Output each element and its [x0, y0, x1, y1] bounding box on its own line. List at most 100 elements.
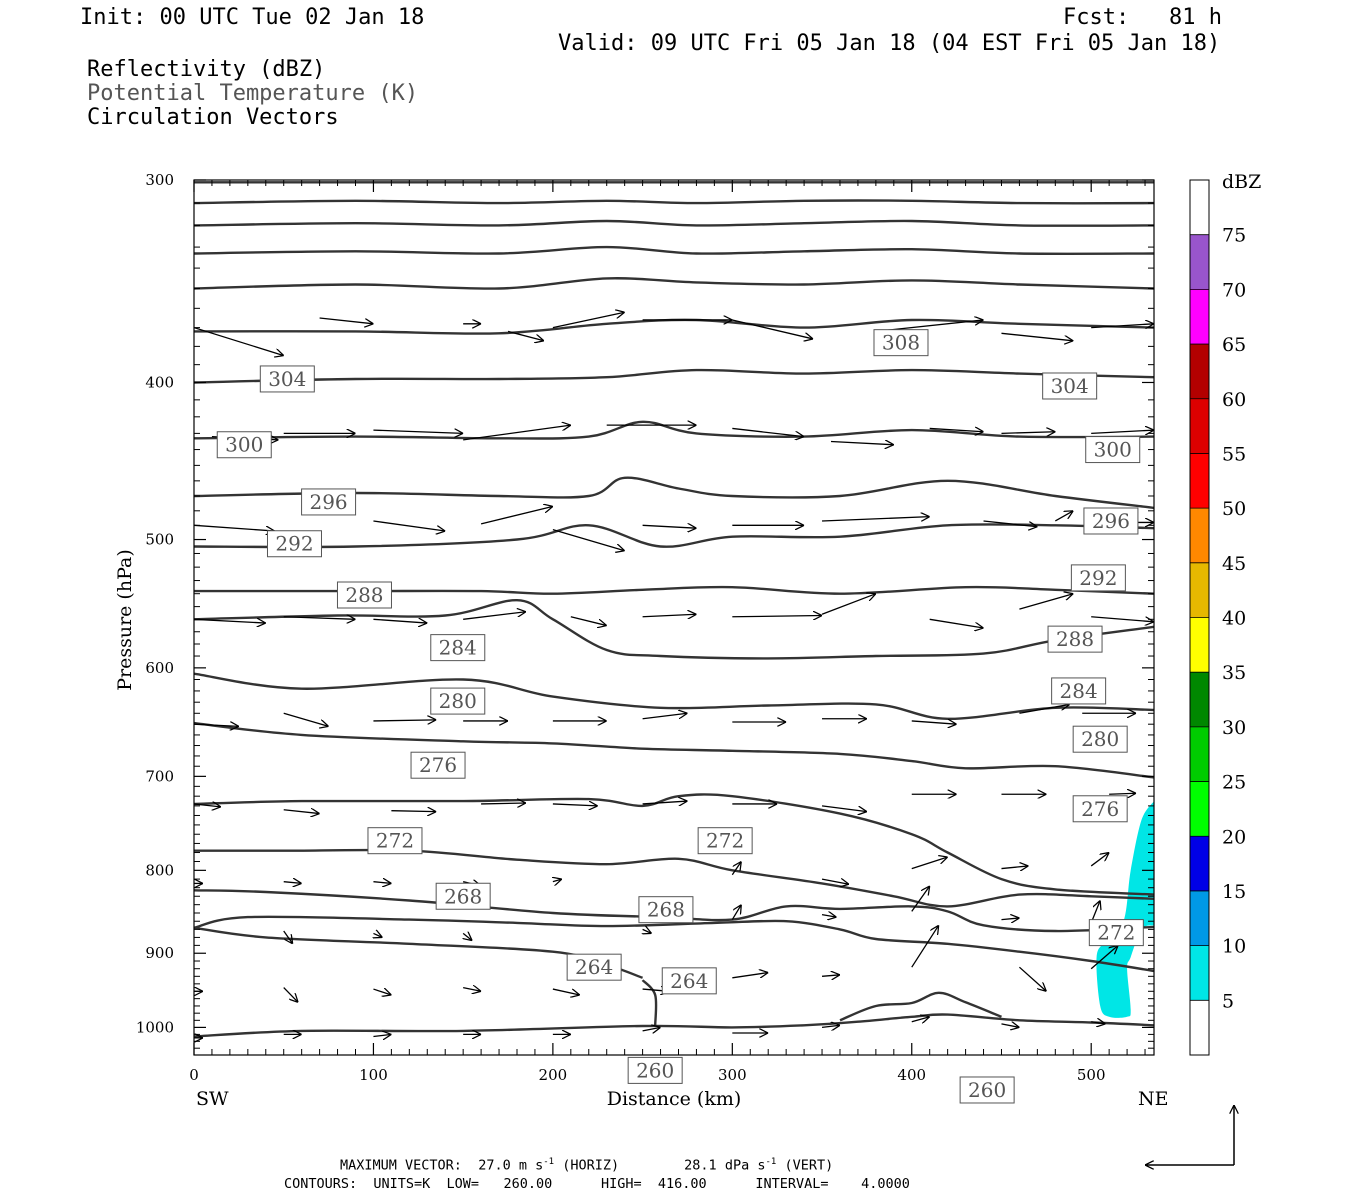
horiz-exponent: -1 [543, 1157, 555, 1167]
colorbar-label: 60 [1222, 389, 1246, 411]
contour-label-box [1083, 507, 1139, 535]
horiz-units: m s [518, 1157, 544, 1174]
circulation-vector [283, 930, 293, 944]
circulation-vector [507, 330, 544, 340]
circulation-vector [1019, 704, 1069, 714]
contour-label-box [1088, 919, 1144, 947]
field-reflectivity-label: Reflectivity (dBZ) [87, 57, 326, 82]
vert-value: 28.1 [684, 1157, 717, 1174]
contour-label: 296 [309, 490, 347, 514]
circulation-vector [194, 724, 239, 726]
colorbar-title: dBZ [1222, 171, 1261, 193]
circulation-vector [373, 989, 391, 995]
x-tick-label: 500 [1077, 1066, 1106, 1084]
contour-label-layer: 304 304 308 300 300 296 296 292 292 288 288 284 284 2… [216, 329, 1144, 1104]
x-tick-label: 100 [359, 1066, 388, 1084]
circulation-vector [283, 882, 302, 884]
init-time: Init: 00 UTC Tue 02 Jan 18 [80, 5, 425, 30]
circulation-vector [911, 721, 957, 724]
circulation-vector [1091, 616, 1154, 622]
colorbar-segment [1190, 562, 1209, 618]
vector-layer [194, 312, 1154, 1038]
theta-contour-304 [194, 368, 1154, 384]
contour-label-box [566, 953, 622, 981]
circulation-vector [481, 803, 526, 804]
y-tick-label: 400 [145, 373, 174, 391]
colorbar-segment [1190, 508, 1209, 563]
theta-contour-316 [194, 245, 1154, 256]
contour-label: 260 [636, 1058, 674, 1082]
circulation-vector [911, 925, 939, 968]
contour-label-box [1070, 564, 1126, 592]
circulation-vector [1019, 594, 1073, 610]
contour-label-box [627, 1056, 683, 1084]
circulation-vector [821, 1025, 840, 1027]
contour-label: 284 [439, 636, 477, 660]
colorbar-label: 45 [1222, 553, 1246, 575]
colorbar-segment [1190, 672, 1209, 727]
colorbar-label: 30 [1222, 717, 1246, 739]
circulation-vector [319, 317, 374, 324]
theta-contour-312 [194, 277, 1154, 290]
contour-label: 276 [1081, 797, 1119, 821]
colorbar-segment [1190, 617, 1209, 673]
horiz-value: 27.0 [478, 1157, 511, 1174]
circulation-vector [570, 616, 607, 626]
contour-label: 268 [647, 898, 685, 922]
circulation-vector [731, 861, 741, 876]
colorbar-label: 50 [1222, 498, 1246, 520]
circulation-vector [821, 915, 836, 917]
colorbar-label: 20 [1222, 826, 1246, 848]
max-vector-line: MAXIMUM VECTOR: 27.0 m s-1 (HORIZ) 28.1 … [340, 1157, 833, 1174]
contour-label: 288 [345, 583, 383, 607]
circulation-vector [1001, 918, 1019, 920]
circulation-vector [194, 326, 284, 356]
circulation-vector [373, 933, 382, 937]
contour-label: 264 [670, 969, 708, 993]
horiz-tag: (HORIZ) [562, 1157, 620, 1174]
y-tick-label: 300 [145, 171, 174, 189]
contour-label-box [430, 687, 486, 715]
theta-contour-288 [194, 585, 1154, 595]
colorbar-segment [1190, 453, 1209, 509]
vert-exponent: -1 [765, 1157, 777, 1167]
circulation-vector [283, 712, 329, 726]
circulation-vector [1018, 966, 1046, 991]
theta-contour-324 [194, 199, 1154, 205]
circulation-vector [822, 517, 930, 522]
circulation-vector [911, 857, 948, 870]
theta-contour-300 [194, 420, 1154, 440]
contour-label: 304 [268, 367, 306, 391]
circulation-vector [552, 312, 625, 329]
field-vectors-label: Circulation Vectors [87, 105, 339, 130]
circulation-vector [1109, 793, 1136, 794]
circulation-vector [283, 987, 298, 1003]
colorbar-segment [1190, 398, 1209, 454]
circulation-vector [1091, 1022, 1105, 1024]
circulation-vector [463, 612, 526, 620]
circulation-vector [194, 524, 275, 531]
contour-label-box [959, 1076, 1015, 1104]
contour-label: 308 [882, 331, 920, 355]
contour-label-box [301, 488, 357, 516]
theta-contour-268 [194, 889, 1154, 933]
y-tick-label: 900 [145, 944, 174, 962]
contour-label-box [435, 882, 491, 910]
x-axis-title: Distance (km) [607, 1088, 742, 1110]
plot-frame [193, 179, 1155, 1056]
colorbar-label: 40 [1222, 608, 1246, 630]
circulation-vector [732, 616, 822, 617]
colorbar-label: 55 [1222, 443, 1246, 465]
colorbar-label: 5 [1222, 990, 1234, 1012]
y-axis-title: Pressure (hPa) [114, 549, 136, 691]
y-tick-label: 600 [145, 659, 174, 677]
circulation-vector [821, 805, 867, 812]
contour-label: 300 [1094, 438, 1132, 462]
x-tick-label: 200 [539, 1066, 568, 1084]
theta-contour-260 [641, 979, 658, 1026]
colorbar-segment [1190, 234, 1209, 290]
axis-layer: 300 400 500 600 700 800 900 1000 0 100 200 300 400 50… [136, 171, 1154, 1084]
x-tick-label: 300 [718, 1066, 747, 1084]
contour-label: 288 [1056, 627, 1094, 651]
theta-contour-296 [194, 476, 1154, 510]
